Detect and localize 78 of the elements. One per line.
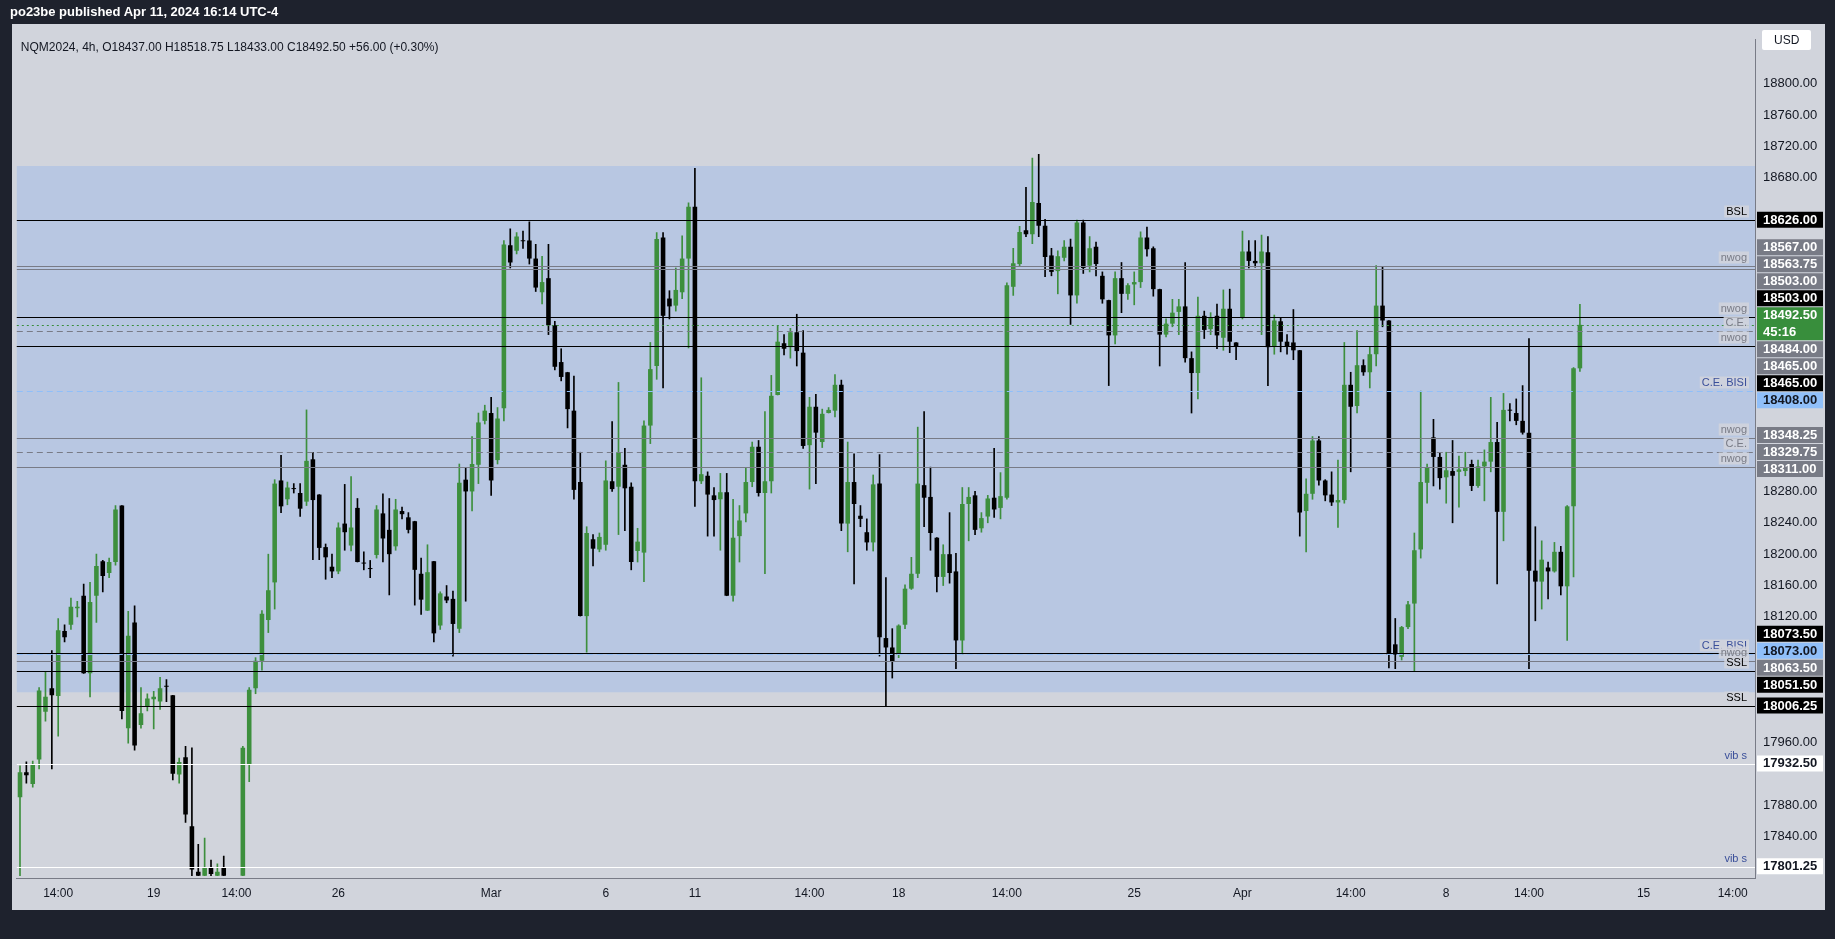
- y-tick-label: 18160.00: [1763, 577, 1818, 593]
- text: 45:16: [1763, 324, 1797, 340]
- ref-line-label: C.E. BISI: [1701, 376, 1747, 389]
- ref-line-label: nwog: [1720, 452, 1747, 465]
- y-tick-label: 17880.00: [1763, 796, 1818, 812]
- x-tick-label: 11: [688, 885, 702, 900]
- x-tick-label: 14:00: [1335, 885, 1367, 900]
- candlestick: [711, 487, 717, 537]
- y-tick-label: 18200.00: [1763, 545, 1818, 561]
- y-tick-label: 18720.00: [1763, 138, 1818, 154]
- ref-line-label: vib s: [1724, 852, 1748, 865]
- x-tick-label: Apr: [1233, 885, 1252, 900]
- text: 18051.50: [1763, 676, 1818, 692]
- y-tick-label: 18800.00: [1763, 75, 1818, 91]
- ref-line-label: BSL: [1726, 205, 1747, 218]
- x-tick-label: 6: [602, 885, 610, 900]
- chart-title: NQM2024, 4h, O18437.00 H18518.75 L18433.00 C18492.50 +56.00 (+0.30%): [20, 40, 439, 55]
- ref-line-label: vib s: [1724, 749, 1748, 762]
- y-tick-label: 18680.00: [1763, 169, 1818, 185]
- x-tick-label: 14:00: [991, 885, 1023, 900]
- text: 18006.25: [1763, 697, 1818, 713]
- text: USD: [1762, 30, 1812, 50]
- ref-line-label: nwog: [1720, 251, 1747, 264]
- text: 18465.00: [1763, 375, 1818, 391]
- candlestick: [195, 843, 201, 876]
- text: 18073.50: [1763, 625, 1818, 641]
- ref-line-label: nwog: [1720, 331, 1747, 344]
- text: 18408.00: [1763, 392, 1818, 408]
- x-tick-label: 14:00: [1513, 885, 1545, 900]
- candlestick: [463, 467, 468, 602]
- ref-line-label: SSL: [1726, 656, 1747, 669]
- ref-line-label: nwog: [1720, 423, 1747, 436]
- y-tick-label: 17960.00: [1763, 733, 1818, 749]
- text: 18063.50: [1763, 659, 1818, 675]
- candlestick: [1348, 371, 1353, 473]
- x-tick-label: 15: [1636, 885, 1651, 900]
- x-tick-label: 25: [1127, 885, 1142, 900]
- text: 18503.00: [1763, 290, 1818, 306]
- candlestick: [1456, 455, 1462, 508]
- x-tick-label: 18: [891, 885, 906, 900]
- text: 18465.00: [1763, 358, 1818, 374]
- candlestick: [698, 377, 704, 484]
- candlestick: [921, 411, 927, 528]
- text: 17801.25: [1763, 858, 1818, 874]
- x-tick-label: 26: [331, 885, 346, 900]
- candlestick: [386, 498, 392, 596]
- chart-subtitle: po23be published Apr 11, 2024 16:14 UTC-4: [10, 4, 279, 19]
- text: 18484.00: [1763, 341, 1818, 357]
- text: 18348.25: [1763, 427, 1818, 443]
- text: 18567.00: [1763, 239, 1818, 255]
- y-tick-label: 18760.00: [1763, 106, 1818, 122]
- x-tick-label: 14:00: [794, 885, 825, 900]
- text: 18563.75: [1763, 256, 1818, 272]
- ref-line-label: C.E.: [1725, 316, 1747, 329]
- candlestick: [966, 487, 971, 542]
- x-tick-label: 14:00: [221, 885, 252, 900]
- x-tick-label: 14:00: [1717, 885, 1749, 900]
- text: 18329.75: [1763, 444, 1818, 460]
- text: 18492.50: [1763, 307, 1818, 323]
- ref-line-label: C.E.: [1725, 437, 1747, 450]
- text: 17932.50: [1763, 755, 1818, 771]
- text: 18073.00: [1763, 642, 1818, 658]
- x-tick-label: 19: [147, 885, 161, 900]
- text: 18311.00: [1763, 461, 1817, 477]
- y-tick-label: 17840.00: [1763, 828, 1818, 844]
- y-tick-label: 18120.00: [1763, 608, 1818, 624]
- ref-line-label: SSL: [1726, 691, 1747, 704]
- candlestick: [291, 483, 297, 494]
- text: 18503.00: [1763, 273, 1818, 289]
- x-tick-label: Mar: [480, 885, 502, 900]
- text: 18626.00: [1763, 211, 1818, 227]
- candlestick: [1131, 271, 1137, 306]
- x-tick-label: 8: [1442, 885, 1450, 900]
- x-tick-label: 14:00: [43, 885, 74, 900]
- y-tick-label: 18280.00: [1763, 483, 1818, 499]
- candlestick: [342, 484, 348, 551]
- y-tick-label: 18240.00: [1763, 514, 1818, 530]
- ref-line-label: nwog: [1720, 302, 1747, 315]
